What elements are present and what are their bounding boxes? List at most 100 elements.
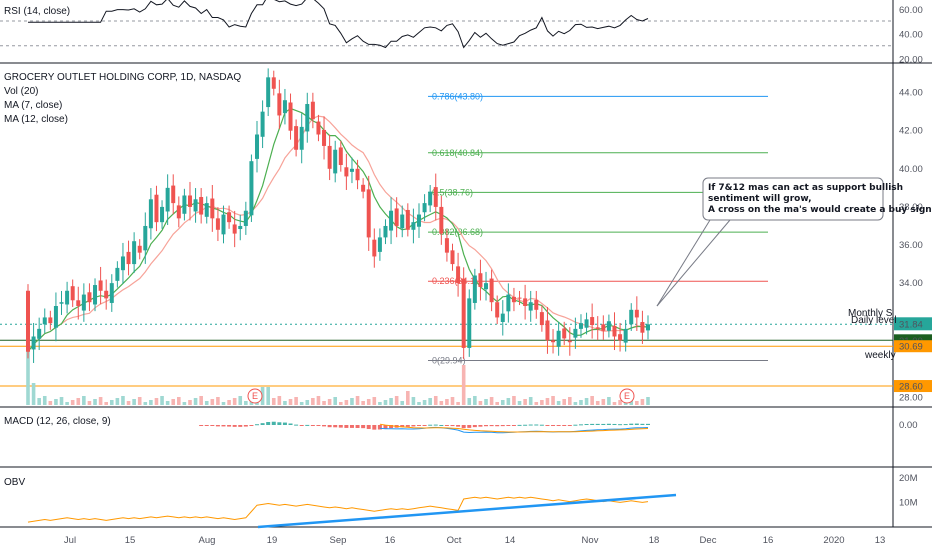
volume-bar-3 <box>42 396 47 405</box>
rsi-tick-1: 40.00 <box>899 30 923 41</box>
macd-hist-95 <box>556 425 561 426</box>
candle-body-50 <box>305 104 310 132</box>
candle-body-6 <box>59 302 64 304</box>
candle-body-63 <box>377 237 382 252</box>
x-tick-11: 16 <box>763 535 774 546</box>
candle-body-22 <box>148 199 153 229</box>
rsi-tick-0: 60.00 <box>899 5 923 16</box>
volume-bar-26 <box>171 399 176 405</box>
candle-body-54 <box>327 145 332 169</box>
macd-hist-63 <box>377 425 382 430</box>
volume-bar-104 <box>607 397 611 405</box>
candle-body-61 <box>366 189 371 238</box>
volume-bar-98 <box>573 402 578 405</box>
candle-body-79 <box>467 298 472 348</box>
candle-body-15 <box>109 283 114 303</box>
candle-body-93 <box>545 320 550 341</box>
earnings-marker-1 <box>619 388 635 404</box>
candle-body-45 <box>277 93 282 116</box>
price-badge-text-1: 30.69 <box>899 342 923 353</box>
volume-bar-75 <box>445 399 449 405</box>
volume-bar-47 <box>288 399 293 405</box>
volume-bar-62 <box>372 397 377 405</box>
candle-body-39 <box>243 210 248 226</box>
volume-bar-65 <box>389 398 393 405</box>
volume-bar-79 <box>467 398 472 405</box>
macd-hist-108 <box>629 423 634 425</box>
volume-bar-34 <box>216 397 220 405</box>
rsi-panel[interactable]: 60.00 40.00 20.00 <box>0 0 923 65</box>
volume-bar-61 <box>366 399 371 405</box>
candle-body-35 <box>221 214 226 235</box>
macd-hist-53 <box>322 425 327 427</box>
price-tick-4: 36.00 <box>899 240 923 251</box>
candle-body-48 <box>294 126 299 150</box>
candle-body-77 <box>456 266 461 284</box>
volume-bar-85 <box>500 400 505 405</box>
price-panel[interactable]: 44.00 42.00 40.00 38.00 36.00 34.00 28.00 0.786… <box>0 68 932 405</box>
candle-body-43 <box>266 77 271 108</box>
candle-body-102 <box>595 327 600 329</box>
daily-level-label: Daily level <box>851 315 897 326</box>
volume-bar-48 <box>294 397 298 405</box>
fib-label-5: 0(29.94) <box>432 356 466 366</box>
macd-hist-107 <box>623 424 628 426</box>
volume-bar-76 <box>450 397 455 405</box>
macd-hist-49 <box>299 425 304 426</box>
obv-tick-0: 20M <box>899 473 918 484</box>
annotation-callout[interactable]: If 7&12 mas can act as support bullish s… <box>656 177 932 307</box>
volume-bar-49 <box>299 402 304 405</box>
candle-body-38 <box>238 225 243 230</box>
x-tick-9: 18 <box>649 535 660 546</box>
candle-body-88 <box>517 297 522 299</box>
volume-bar-80 <box>473 396 477 405</box>
volume-bar-23 <box>154 398 159 405</box>
candle-body-82 <box>484 283 489 290</box>
price-badge-1 <box>894 340 932 353</box>
candle-body-111 <box>646 324 650 331</box>
macd-hist-55 <box>333 425 338 428</box>
candle-body-76 <box>450 250 455 265</box>
volume-bar-1 <box>31 383 36 405</box>
macd-hist-78 <box>461 425 466 429</box>
macd-hist-73 <box>433 424 438 426</box>
candle-body-17 <box>120 256 125 271</box>
macd-hist-75 <box>444 425 449 426</box>
obv-panel[interactable]: 20M 10M <box>27 473 918 529</box>
volume-bar-93 <box>545 398 550 405</box>
macd-panel[interactable]: 0.00 <box>199 420 918 434</box>
candle-body-110 <box>640 322 645 333</box>
annotation-line-1: If 7&12 mas can act as support bullish <box>708 183 903 193</box>
volume-bar-53 <box>322 401 326 405</box>
macd-hist-32 <box>204 425 209 426</box>
macd-hist-57 <box>344 425 349 428</box>
candle-body-11 <box>87 292 92 303</box>
volume-bar-9 <box>76 398 81 405</box>
macd-hist-111 <box>646 423 650 425</box>
volume-bar-102 <box>595 401 600 405</box>
volume-bar-0 <box>26 315 30 405</box>
candle-body-58 <box>349 168 354 172</box>
price-badge-text-2: 28.60 <box>899 382 923 393</box>
candle-body-55 <box>333 149 338 174</box>
volume-bar-84 <box>495 402 499 405</box>
macd-hist-52 <box>316 425 321 426</box>
candle-body-68 <box>405 209 410 230</box>
macd-hist-36 <box>227 425 232 427</box>
candle-body-29 <box>187 195 192 207</box>
rsi-title: RSI (14, close) <box>4 6 70 17</box>
macd-hist-103 <box>601 423 606 425</box>
candle-body-21 <box>143 225 148 251</box>
candle-body-60 <box>361 184 366 192</box>
price-badge-2 <box>894 380 932 393</box>
candle-body-71 <box>422 203 427 213</box>
candle-body-8 <box>70 286 75 301</box>
candle-body-99 <box>578 323 583 329</box>
candle-body-18 <box>126 251 131 265</box>
candle-body-100 <box>584 319 589 328</box>
volume-bar-109 <box>635 401 639 405</box>
x-tick-0: Jul <box>64 535 76 546</box>
